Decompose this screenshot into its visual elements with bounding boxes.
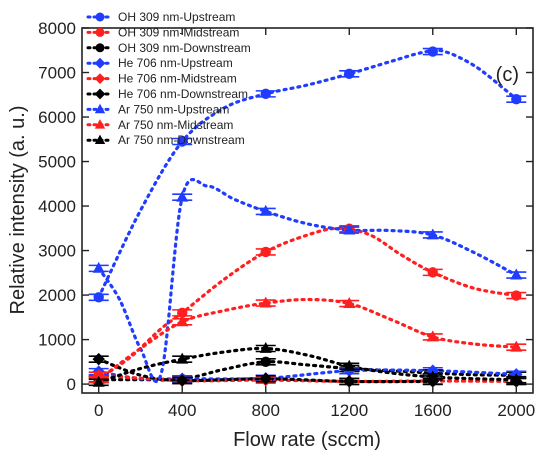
data-point bbox=[260, 356, 271, 368]
legend-label: OH 309 nm-Downstream bbox=[118, 41, 251, 55]
legend-marker bbox=[95, 43, 105, 53]
series-curve bbox=[97, 178, 518, 384]
data-point bbox=[92, 352, 105, 366]
data-point bbox=[177, 307, 188, 319]
legend-marker bbox=[94, 57, 106, 69]
data-point bbox=[426, 330, 439, 342]
data-point bbox=[259, 341, 272, 353]
data-point bbox=[510, 373, 523, 385]
legend-label: OH 309 nm-Upstream bbox=[118, 10, 235, 24]
legend-marker bbox=[95, 27, 105, 37]
data-point bbox=[176, 190, 189, 202]
x-tick-label: 400 bbox=[168, 401, 196, 420]
data-point bbox=[510, 268, 523, 280]
legend-label: He 706 nm-Upstream bbox=[118, 56, 233, 70]
y-tick-label: 4000 bbox=[38, 197, 76, 216]
legend-label: He 706 nm-Downstream bbox=[118, 87, 248, 101]
series-curve bbox=[97, 357, 435, 384]
y-axis-label: Relative intensity (a. u.) bbox=[7, 106, 29, 315]
y-tick-label: 3000 bbox=[38, 242, 76, 261]
y-tick-label: 8000 bbox=[38, 19, 76, 38]
data-point bbox=[511, 94, 522, 105]
x-tick-label: 800 bbox=[252, 401, 280, 420]
data-point bbox=[260, 246, 271, 258]
data-point bbox=[427, 267, 438, 278]
data-point bbox=[343, 297, 356, 308]
legend-marker bbox=[94, 119, 106, 129]
x-tick-label: 1600 bbox=[414, 401, 452, 420]
plot-frame bbox=[81, 27, 534, 394]
data-point bbox=[93, 292, 104, 303]
data-point bbox=[510, 340, 523, 352]
x-tick-label: 0 bbox=[94, 401, 103, 420]
data-point bbox=[344, 68, 355, 80]
y-tick-label: 5000 bbox=[38, 153, 76, 172]
y-tick-label: 6000 bbox=[38, 108, 76, 127]
data-point bbox=[426, 370, 439, 382]
legend-label: Ar 750 nm-Midstream bbox=[118, 118, 233, 132]
legend-marker bbox=[94, 134, 106, 145]
data-point bbox=[260, 88, 271, 100]
data-point bbox=[343, 359, 356, 371]
series-curve bbox=[97, 297, 518, 382]
legend-marker bbox=[94, 103, 106, 114]
x-tick-label: 2000 bbox=[497, 401, 535, 420]
data-point bbox=[343, 375, 356, 388]
legend-label: Ar 750 nm-Upstream bbox=[118, 102, 229, 116]
axis-ticks: 0 400 800 1200 1600 2000 0 1000 2000 3000 4000 5000… bbox=[38, 19, 535, 420]
x-tick-label: 1200 bbox=[330, 401, 368, 420]
series-curve bbox=[97, 346, 518, 384]
y-tick-label: 7000 bbox=[38, 64, 76, 83]
data-point bbox=[92, 375, 105, 387]
legend-label: OH 309 nm-Midstream bbox=[118, 25, 239, 39]
data-point bbox=[175, 374, 189, 387]
data-point bbox=[427, 46, 438, 57]
legend-marker bbox=[95, 12, 105, 22]
data-point bbox=[176, 352, 189, 364]
y-tick-label: 0 bbox=[67, 375, 76, 394]
x-axis-label: Flow rate (sccm) bbox=[233, 429, 381, 451]
legend-marker bbox=[94, 73, 106, 84]
data-point bbox=[259, 204, 272, 216]
data-point bbox=[92, 261, 105, 273]
legend-label: He 706 nm-Midstream bbox=[118, 72, 237, 86]
data-point bbox=[177, 136, 188, 147]
data-point bbox=[511, 290, 522, 301]
legend-label: Ar 750 nm-Downstream bbox=[118, 133, 245, 147]
y-tick-label: 2000 bbox=[38, 286, 76, 305]
data-markers bbox=[88, 46, 527, 388]
data-point bbox=[259, 372, 272, 385]
data-point bbox=[259, 296, 272, 308]
data-point bbox=[176, 315, 189, 327]
series-curve bbox=[97, 226, 518, 381]
data-point bbox=[343, 223, 356, 235]
panel-label: (c) bbox=[496, 64, 519, 86]
data-point bbox=[426, 228, 439, 240]
y-tick-label: 1000 bbox=[38, 331, 76, 350]
legend-marker bbox=[94, 88, 106, 100]
